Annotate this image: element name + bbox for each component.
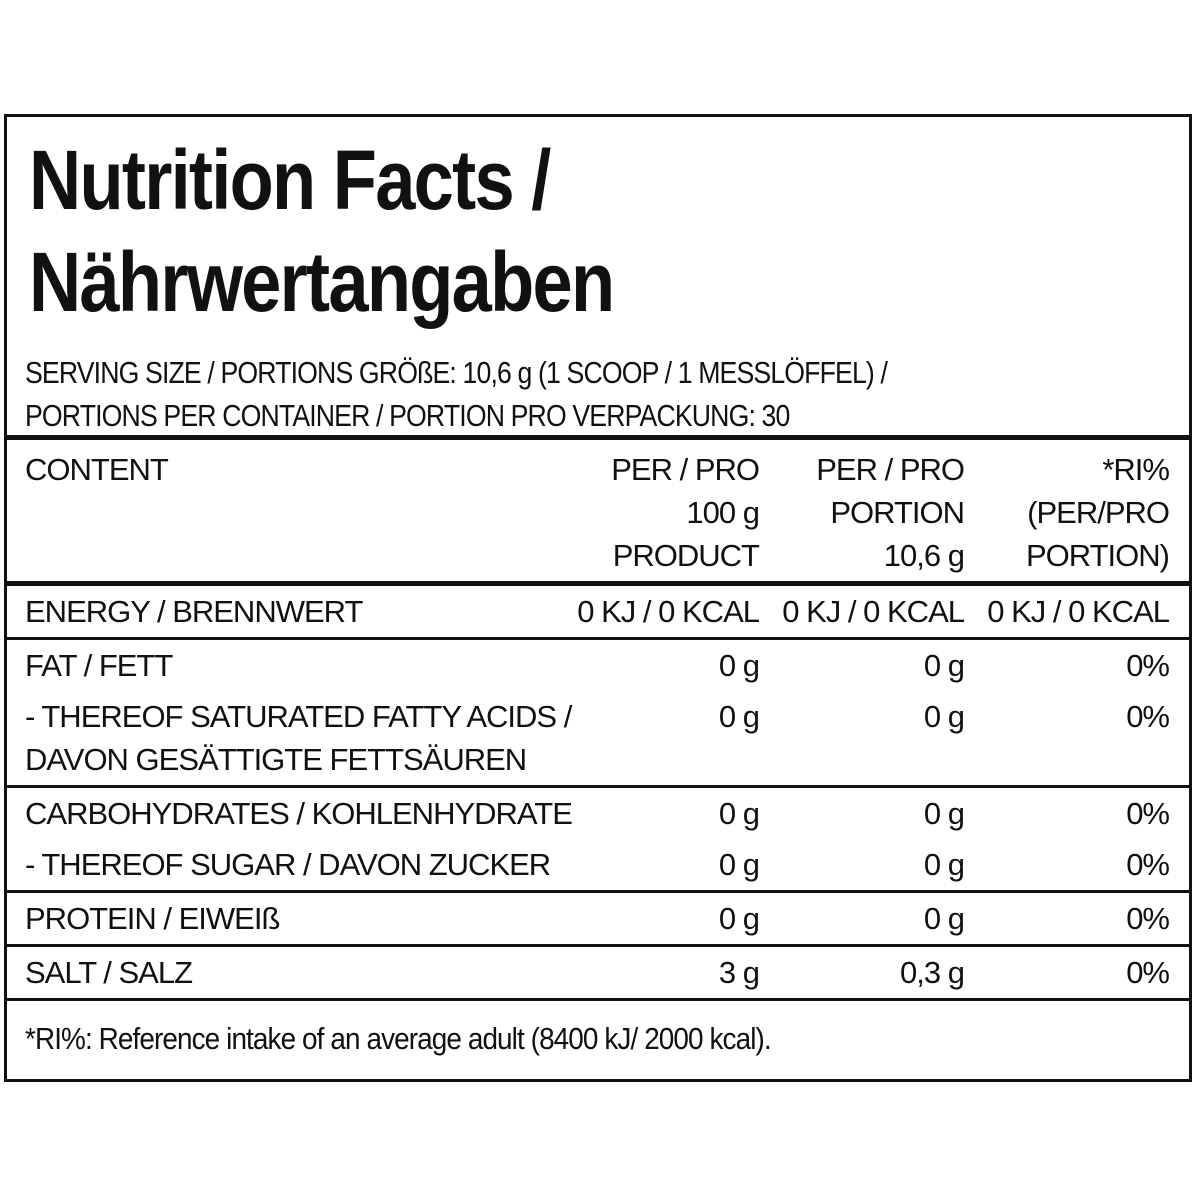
table-cell: 0 KJ / 0 KCAL [779,581,984,639]
table-row: CARBOHYDRATES / KOHLENHYDRATE 0 g 0 g 0% [7,785,1189,839]
value: 0 g [718,699,760,734]
value: 0 KJ / 0 KCAL [987,594,1170,629]
value: PRODUCT [612,538,760,573]
serving-info: SERVING SIZE / PORTIONS GRÖßE: 10,6 g (1… [25,351,888,437]
table-cell: PER / PRO PORTION 10,6 g [779,435,984,584]
table-cell: 0% [984,944,1189,1001]
value: PER / PRO [611,452,760,487]
table-cell: PROTEIN / EIWEIß [7,890,569,946]
table-cell: - THEREOF SUGAR / DAVON ZUCKER [7,839,569,892]
table-cell: 0 g [779,839,984,892]
label: - THEREOF SATURATED FATTY ACIDS / [25,699,572,734]
table-row: SALT / SALZ 3 g 0,3 g 0% [7,944,1189,1001]
table-row: - THEREOF SUGAR / DAVON ZUCKER 0 g 0 g 0% [7,839,1189,892]
value: 0 g [718,796,760,831]
value: 0 g [718,648,760,683]
value: 0% [1126,847,1170,882]
table-cell: PER / PRO 100 g PRODUCT [569,435,779,584]
label: ENERGY / BRENNWERT [25,594,363,629]
table-cell: 0 g [569,785,779,839]
table-cell: 0% [984,691,1189,787]
value: 0 g [718,847,760,882]
table-row: ENERGY / BRENNWERT 0 KJ / 0 KCAL 0 KJ / 0 … [7,581,1189,639]
value: PORTION [830,495,965,530]
table-cell: 0 KJ / 0 KCAL [984,581,1189,639]
value: *RI% [1102,452,1170,487]
table-cell: SALT / SALZ [7,944,569,1001]
value: PER / PRO [816,452,965,487]
table-cell: 0 g [779,637,984,691]
table-cell: CONTENT [7,435,569,584]
value: 3 g [718,955,760,990]
footnote: *RI%: Reference intake of an average adu… [25,1021,772,1056]
value: 100 g [686,495,760,530]
value: 0 KJ / 0 KCAL [782,594,965,629]
value: 0% [1126,955,1170,990]
table-row: - THEREOF SATURATED FATTY ACIDS / DAVON G… [7,691,1189,787]
table-cell: 0% [984,839,1189,892]
value: 0 KJ / 0 KCAL [577,594,760,629]
value: PORTION) [1026,538,1170,573]
label: CARBOHYDRATES / KOHLENHYDRATE [25,796,573,831]
serving-line: SERVING SIZE / PORTIONS GRÖßE: 10,6 g (1… [25,355,888,390]
value: 0% [1126,648,1170,683]
table-cell: 0 g [569,839,779,892]
title-line: Nährwertangaben [29,235,615,329]
label: SALT / SALZ [25,955,193,990]
table-cell: *RI% (PER/PRO PORTION) [984,435,1189,584]
table-cell: 0% [984,785,1189,839]
value: 10,6 g [883,538,965,573]
value: 0% [1126,796,1170,831]
value: 0 g [923,901,965,936]
table-cell: 0 g [569,691,779,787]
table-cell: 0,3 g [779,944,984,1001]
table-cell: - THEREOF SATURATED FATTY ACIDS / DAVON G… [7,691,572,787]
value: 0 g [923,796,965,831]
label: CONTENT [25,452,169,487]
nutrition-label: Nutrition Facts / Nährwertangaben SERVIN… [4,114,1192,1082]
table-cell: 0 g [779,691,984,787]
table-cell: 0% [984,890,1189,946]
table-cell: FAT / FETT [7,637,569,691]
value: 0 g [923,699,965,734]
nutrition-table: CONTENT PER / PRO 100 g PRODUCT PER / PRO POR… [7,435,1189,1001]
title: Nutrition Facts / Nährwertangaben [29,129,615,333]
label: DAVON GESÄTTIGTE FETTSÄUREN [25,742,527,777]
table-row: FAT / FETT 0 g 0 g 0% [7,637,1189,691]
value: 0,3 g [900,955,965,990]
table-cell: 0 g [569,637,779,691]
value: 0% [1126,901,1170,936]
value: 0 g [923,648,965,683]
serving-line: PORTIONS PER CONTAINER / PORTION PRO VER… [25,398,790,433]
table-cell: 3 g [569,944,779,1001]
title-line: Nutrition Facts / [29,133,551,227]
value: 0% [1126,699,1170,734]
table-row: PROTEIN / EIWEIß 0 g 0 g 0% [7,890,1189,946]
table-cell: 0% [984,637,1189,691]
value: (PER/PRO [1027,495,1170,530]
table-cell: CARBOHYDRATES / KOHLENHYDRATE [7,785,573,839]
table-cell: 0 g [779,785,984,839]
value: 0 g [718,901,760,936]
table-cell: 0 g [569,890,779,946]
value: 0 g [923,847,965,882]
label: FAT / FETT [25,648,173,683]
table-row: CONTENT PER / PRO 100 g PRODUCT PER / PRO POR… [7,435,1189,584]
table-cell: 0 KJ / 0 KCAL [569,581,779,639]
label: - THEREOF SUGAR / DAVON ZUCKER [25,847,551,882]
table-cell: ENERGY / BRENNWERT [7,581,569,639]
table-cell: 0 g [779,890,984,946]
label: PROTEIN / EIWEIß [25,901,280,936]
